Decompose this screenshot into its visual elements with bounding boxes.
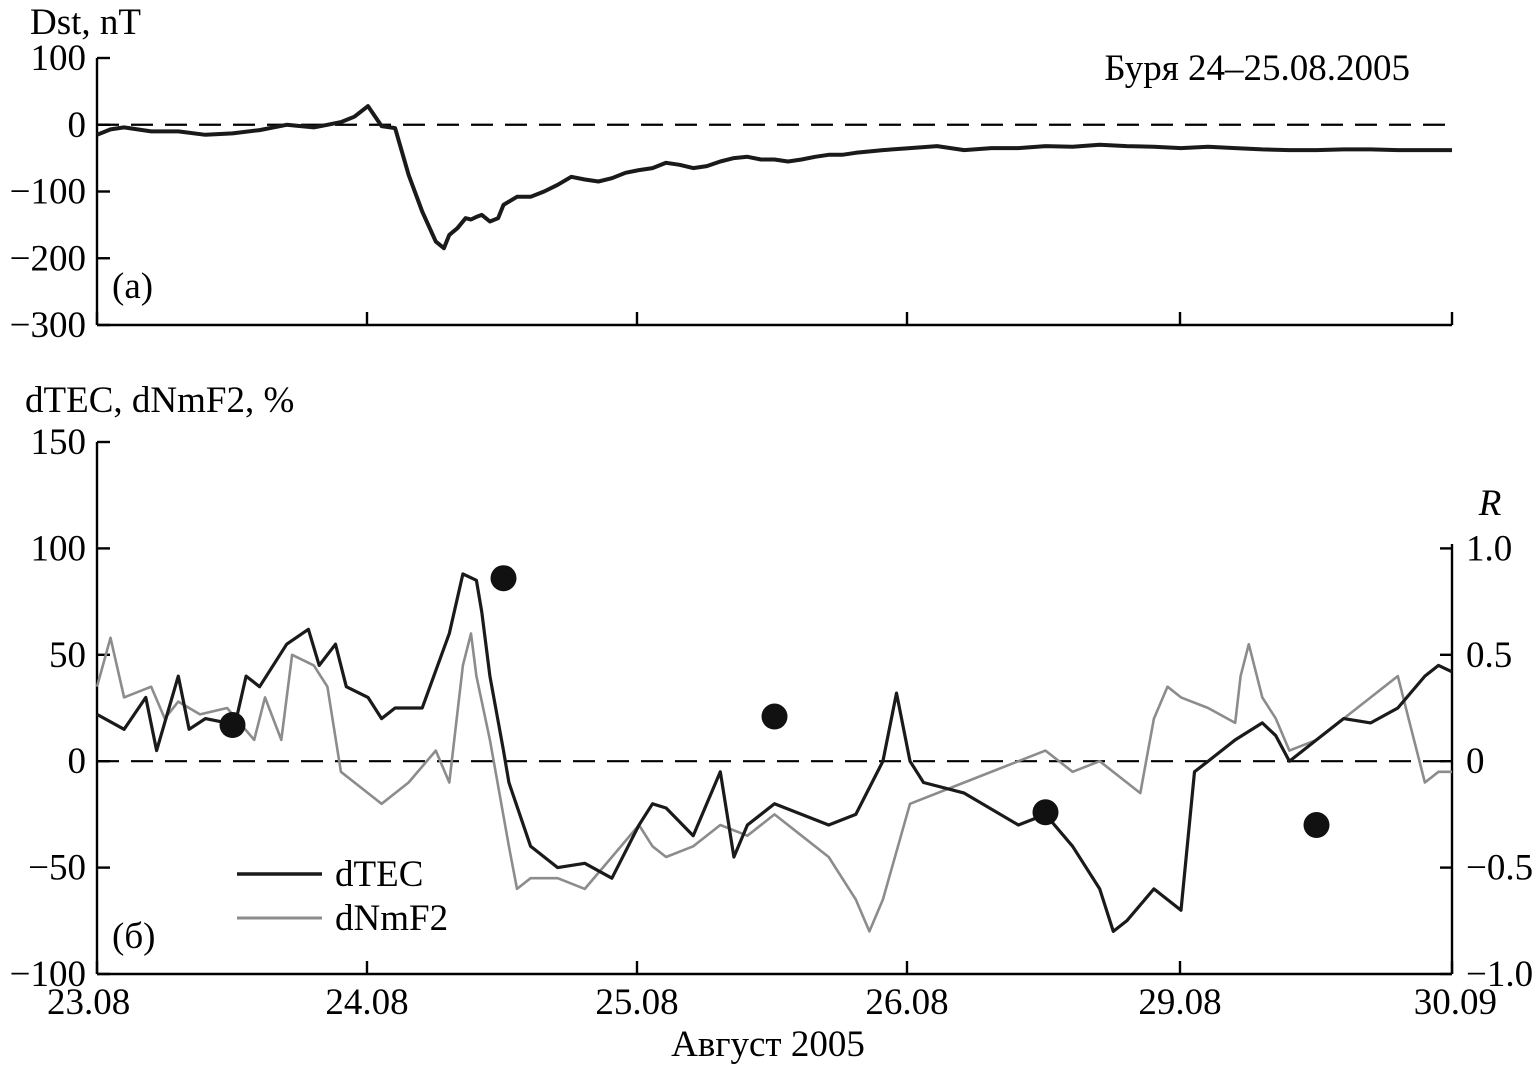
r-point [761, 703, 788, 730]
panel-b-y-tick-label: 150 [31, 422, 87, 463]
panel-b-xlabel: Август 2005 [671, 1024, 865, 1065]
panel-b-label: (б) [112, 916, 155, 957]
r-point [1032, 799, 1059, 826]
dtec-series-line [96, 572, 1453, 933]
panel-b-right-tick-label: −1.0 [1466, 954, 1533, 995]
panel-a-y-tick-label: 0 [68, 105, 87, 146]
panel-a-x-ticks [95, 312, 1454, 325]
panel-b-x-tick-label: 29.08 [1138, 982, 1221, 1023]
panel-b-y-tick-label: 100 [31, 528, 87, 569]
panel-a-y-tick-label: 100 [31, 38, 87, 79]
panel-b-y-ticks: 150 100 50 0 −50 −100 [10, 422, 110, 995]
panel-a-y-ticks: 100 0 −100 −200 −300 [10, 38, 110, 346]
panel-a-label: (a) [112, 266, 153, 307]
panel-a-y-tick-label: −300 [10, 305, 86, 346]
panel-b-x-tick-label: 30.09 [1414, 982, 1497, 1023]
dst-series-line [96, 104, 1452, 251]
r-point [490, 565, 517, 592]
panel-a-ylabel: Dst, nT [30, 2, 141, 43]
panel-b-right-tick-label: −0.5 [1466, 848, 1533, 889]
panel-b-y-tick-label: −100 [10, 954, 86, 995]
panel-b-y-tick-label: −50 [28, 848, 86, 889]
panel-b-x-tick-label: 24.08 [325, 982, 408, 1023]
panel-b-x-tick-label: 23.08 [47, 982, 130, 1023]
panel-b-y-tick-label: 50 [49, 635, 86, 676]
r-point [1303, 812, 1330, 839]
panel-b-right-tick-label: 0.5 [1466, 635, 1512, 676]
legend-dtec-label: dTEC [335, 854, 423, 895]
legend: dTEC dNmF2 [237, 854, 448, 939]
panel-a: Dst, nT Буря 24–25.08.2005 (a) 100 0 −100 −… [10, 2, 1454, 346]
r-point [219, 712, 246, 739]
panel-b-right-tick-label: 0 [1466, 741, 1485, 782]
panel-b-y-tick-label: 0 [68, 741, 87, 782]
storm-annotation: Буря 24–25.08.2005 [1104, 48, 1410, 89]
panel-a-y-tick-label: −200 [10, 238, 86, 279]
r-markers [219, 565, 1330, 839]
panel-b-right-ticks: 1.0 0.5 0 −0.5 −1.0 [1440, 528, 1533, 995]
panel-b-x-ticks: 23.08 24.08 25.08 26.08 29.08 30.09 [47, 961, 1497, 1023]
legend-dnmf2-label: dNmF2 [335, 898, 448, 939]
panel-b-right-tick-label: 1.0 [1466, 528, 1512, 569]
panel-b-x-tick-label: 26.08 [865, 982, 948, 1023]
dnmf2-series-line [95, 632, 1452, 933]
panel-b-ylabel: dTEC, dNmF2, % [25, 380, 294, 421]
panel-b: dTEC, dNmF2, % R (б) 150 100 50 0 −50 −100 1.… [10, 380, 1534, 1065]
panel-b-right-ylabel: R [1478, 483, 1502, 524]
panel-a-y-tick-label: −100 [10, 172, 86, 213]
panel-b-x-tick-label: 25.08 [595, 982, 678, 1023]
